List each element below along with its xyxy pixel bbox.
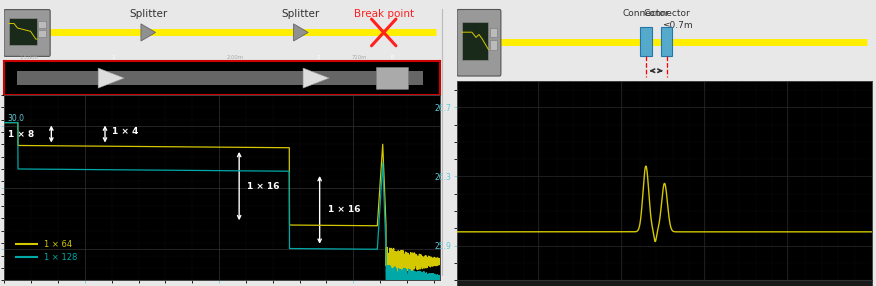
Text: 2: 2 [316,55,320,60]
Bar [457,280,872,286]
FancyBboxPatch shape [377,67,408,90]
Text: Connector: Connector [623,9,669,18]
Text: Splitter: Splitter [282,9,320,19]
Text: Connector: Connector [643,9,690,18]
Text: 4.234m: 4.234m [383,96,402,102]
FancyBboxPatch shape [4,10,50,56]
Text: Splitter: Splitter [129,9,167,19]
Polygon shape [303,68,329,88]
Bar [661,27,673,55]
Bar [9,18,37,45]
Bar [490,28,498,37]
Text: 710m: 710m [352,55,367,60]
Text: 30.0: 30.0 [7,114,24,123]
Polygon shape [293,24,308,41]
Text: 1 × 8: 1 × 8 [9,130,35,139]
Text: 16: 16 [313,96,319,100]
Text: 1 × 16: 1 × 16 [247,182,279,190]
Text: 1: 1 [111,55,115,60]
Bar [640,27,652,55]
Bar [490,41,498,49]
Polygon shape [141,24,156,41]
Text: 2.00m: 2.00m [227,55,244,60]
Text: 1.515km: 1.515km [101,96,122,100]
Legend: 1 × 64, 1 × 128: 1 × 64, 1 × 128 [13,237,81,265]
Polygon shape [98,68,124,88]
FancyBboxPatch shape [457,9,501,76]
Text: 8: 8 [110,96,113,100]
Text: 1.51km: 1.51km [19,55,39,60]
Bar [39,21,46,28]
Bar [18,71,423,86]
Bar [462,22,489,60]
Text: 3.524m: 3.524m [307,96,326,100]
Bar [39,30,46,37]
Text: 1 × 4: 1 × 4 [112,127,138,136]
Text: ≤0.7m: ≤0.7m [662,21,693,30]
Text: Break point: Break point [354,9,413,19]
Text: E: E [391,55,394,60]
Text: 1 × 16: 1 × 16 [328,205,360,214]
